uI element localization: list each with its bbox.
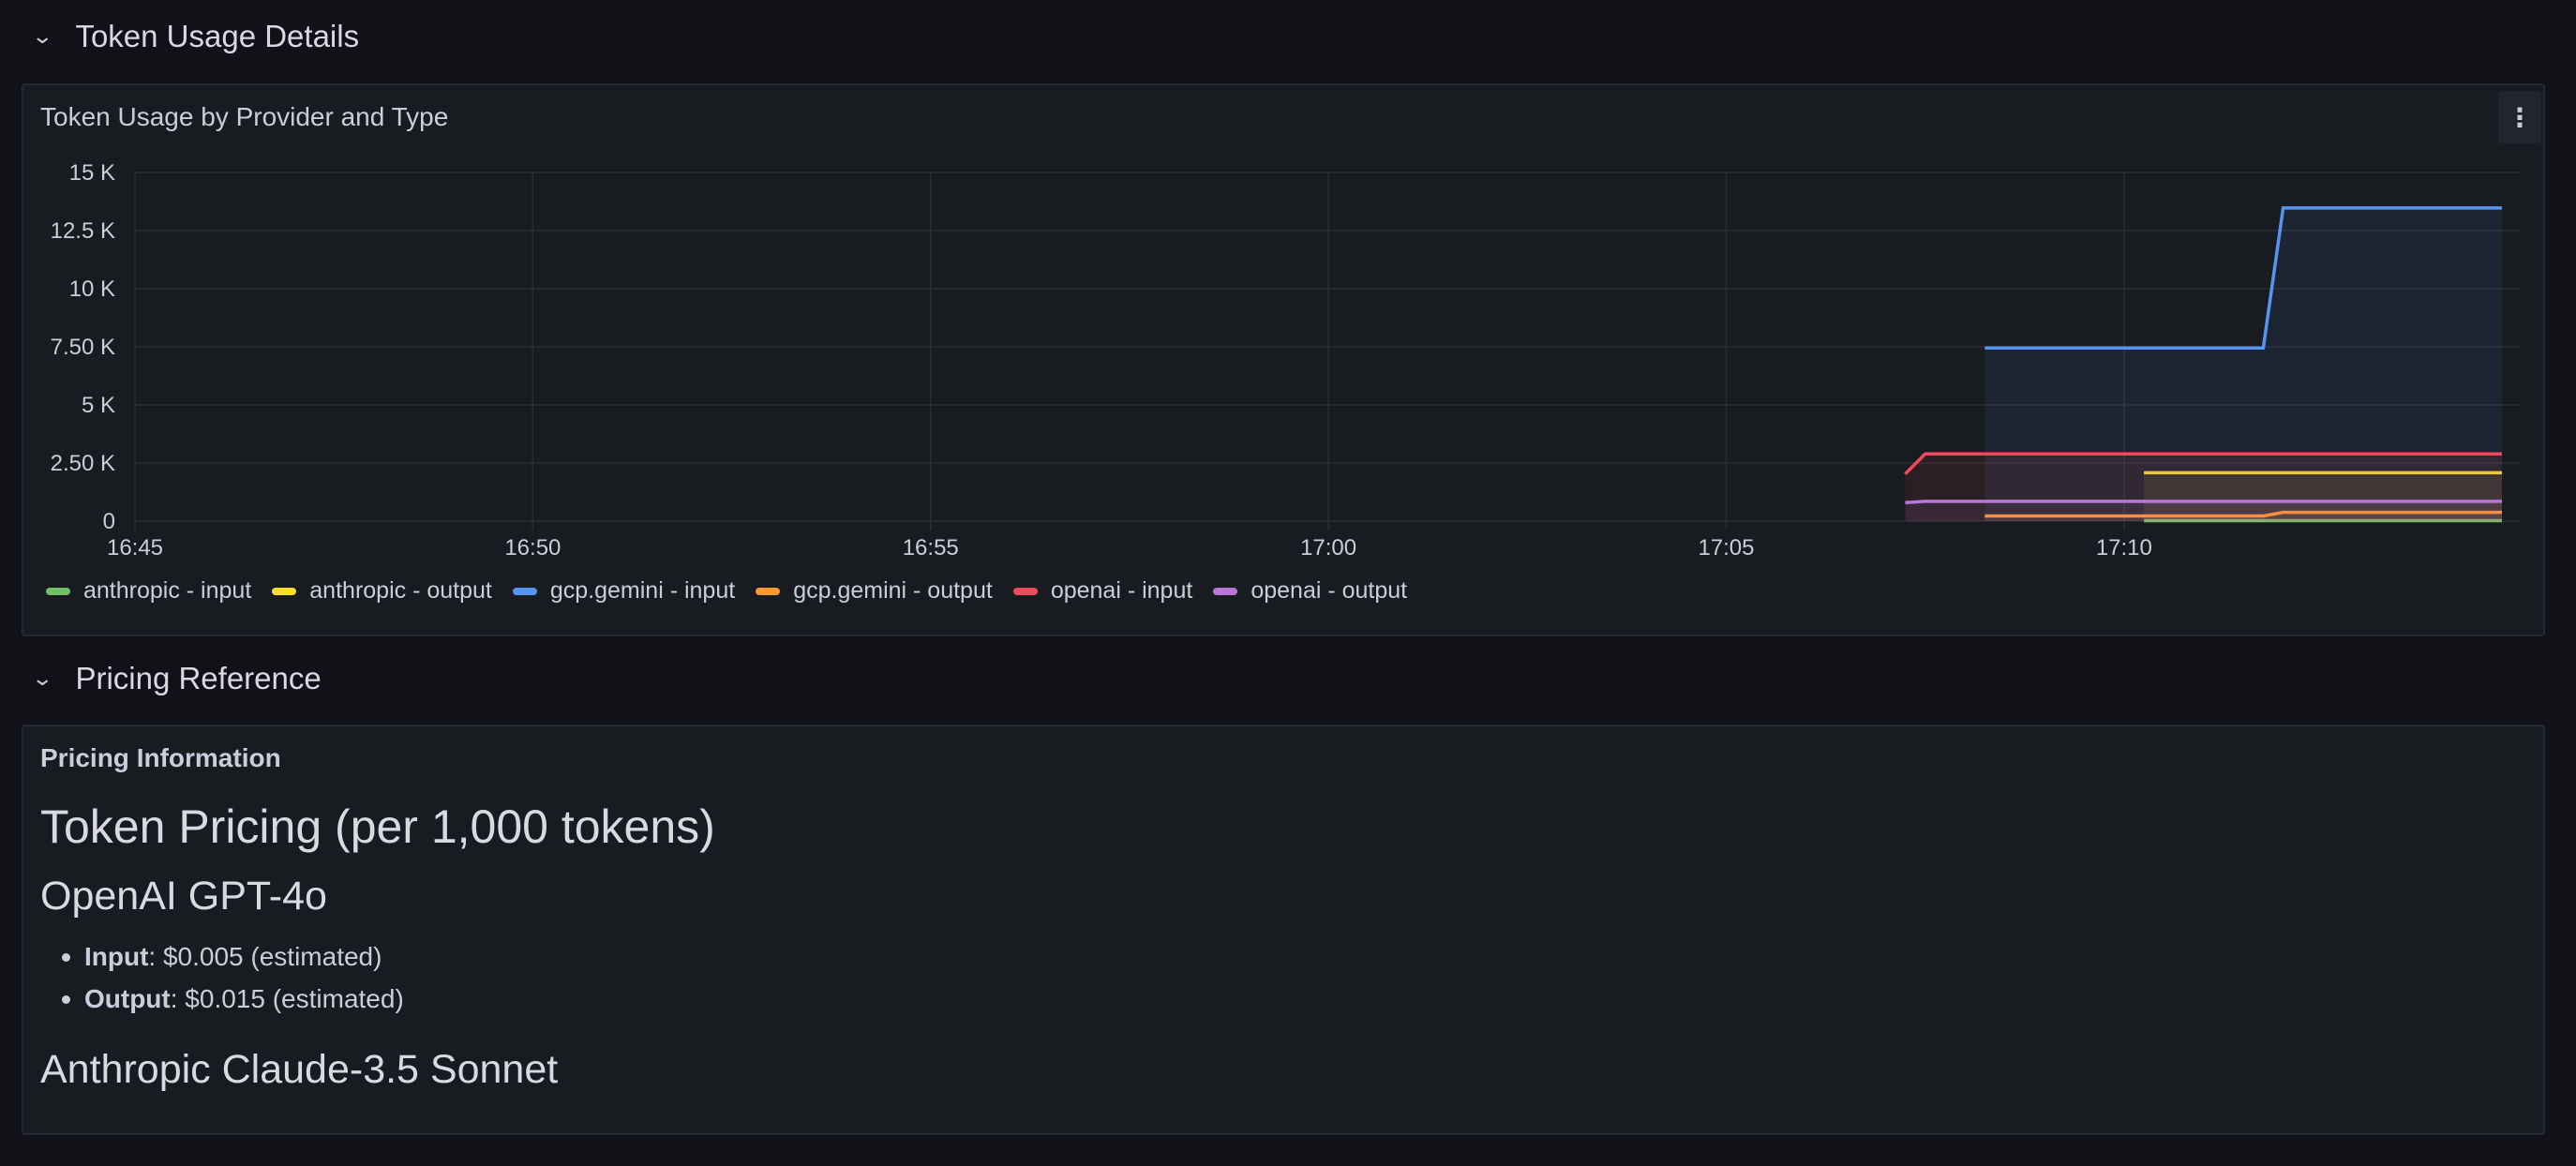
y-tick-label: 10 K: [69, 277, 115, 302]
series-area: [1984, 207, 2502, 521]
x-tick-label: 17:05: [1698, 535, 1754, 561]
pricing-panel: Pricing Information Token Pricing (per 1…: [22, 725, 2545, 1135]
legend-item[interactable]: openai - input: [1012, 577, 1193, 605]
y-tick-label: 5 K: [82, 393, 115, 418]
section-title-openai: OpenAI GPT-4o: [40, 874, 327, 919]
series-line: [1904, 452, 2502, 475]
legend-item[interactable]: gcp.gemini - input: [512, 577, 736, 605]
legend-label: anthropic - input: [83, 577, 252, 604]
legend-item[interactable]: anthropic - input: [46, 577, 251, 605]
legend-label: openai - input: [1050, 577, 1193, 604]
legend-swatch: [272, 587, 297, 595]
legend-swatch: [1213, 587, 1238, 595]
legend-label: gcp.gemini - output: [793, 577, 993, 604]
item-label: Output: [84, 984, 171, 1013]
row-header-token-usage[interactable]: ⌄ Token Usage Details: [31, 19, 360, 54]
series-line: [1984, 510, 2502, 518]
section-title-anthropic: Anthropic Claude-3.5 Sonnet: [40, 1047, 559, 1092]
panel-menu-button[interactable]: ⋮: [2498, 91, 2541, 143]
y-tick-label: 12.5 K: [51, 218, 115, 244]
legend-swatch: [756, 587, 781, 595]
x-tick-label: 16:50: [504, 535, 561, 561]
series-line: [1984, 206, 2502, 350]
legend-item[interactable]: gcp.gemini - output: [756, 577, 993, 605]
legend-swatch: [1012, 587, 1038, 595]
item-value: : $0.005 (estimated): [148, 942, 382, 971]
legend-label: gcp.gemini - input: [549, 577, 736, 604]
row-title: Pricing Reference: [75, 661, 322, 695]
row-header-pricing[interactable]: ⌄ Pricing Reference: [31, 661, 322, 696]
y-tick-label: 2.50 K: [51, 451, 115, 476]
series-line: [1905, 500, 2502, 504]
legend-label: anthropic - output: [309, 577, 492, 604]
row-title: Token Usage Details: [75, 19, 360, 53]
legend-item[interactable]: openai - output: [1213, 577, 1407, 605]
x-tick-label: 16:55: [903, 535, 959, 561]
y-tick-label: 15 K: [69, 160, 115, 186]
list-item: Input: $0.005 (estimated): [61, 942, 382, 972]
x-tick-label: 16:45: [107, 535, 163, 561]
x-tick-label: 17:10: [2096, 535, 2152, 561]
series-area: [2144, 472, 2502, 521]
series-area: [1905, 454, 2502, 521]
item-label: Input: [84, 942, 149, 971]
chevron-down-icon: ⌄: [31, 666, 54, 690]
y-tick-label: 0: [103, 509, 115, 534]
x-tick-label: 17:00: [1300, 535, 1356, 561]
legend-label: openai - output: [1251, 577, 1408, 604]
item-value: : $0.015 (estimated): [170, 984, 404, 1013]
panel-title: Pricing Information: [40, 743, 281, 772]
series-area: [1905, 501, 2502, 521]
pricing-heading: Token Pricing (per 1,000 tokens): [40, 800, 715, 853]
legend-swatch: [512, 587, 537, 595]
list-item: Output: $0.015 (estimated): [62, 984, 404, 1014]
token-usage-chart: 0 2.50 K 5 K 7.50 K 10 K 12.5 K 15 K 16:45 16:50…: [51, 160, 2521, 561]
y-tick-label: 7.50 K: [51, 335, 115, 360]
chevron-down-icon: ⌄: [31, 24, 54, 48]
kebab-menu-icon: ⋮: [2507, 102, 2533, 132]
legend-item[interactable]: anthropic - output: [272, 577, 492, 605]
chart-legend: anthropic - input anthropic - output gcp.g…: [46, 577, 1407, 605]
legend-swatch: [46, 587, 70, 595]
panel-title: Token Usage by Provider and Type: [40, 102, 449, 131]
